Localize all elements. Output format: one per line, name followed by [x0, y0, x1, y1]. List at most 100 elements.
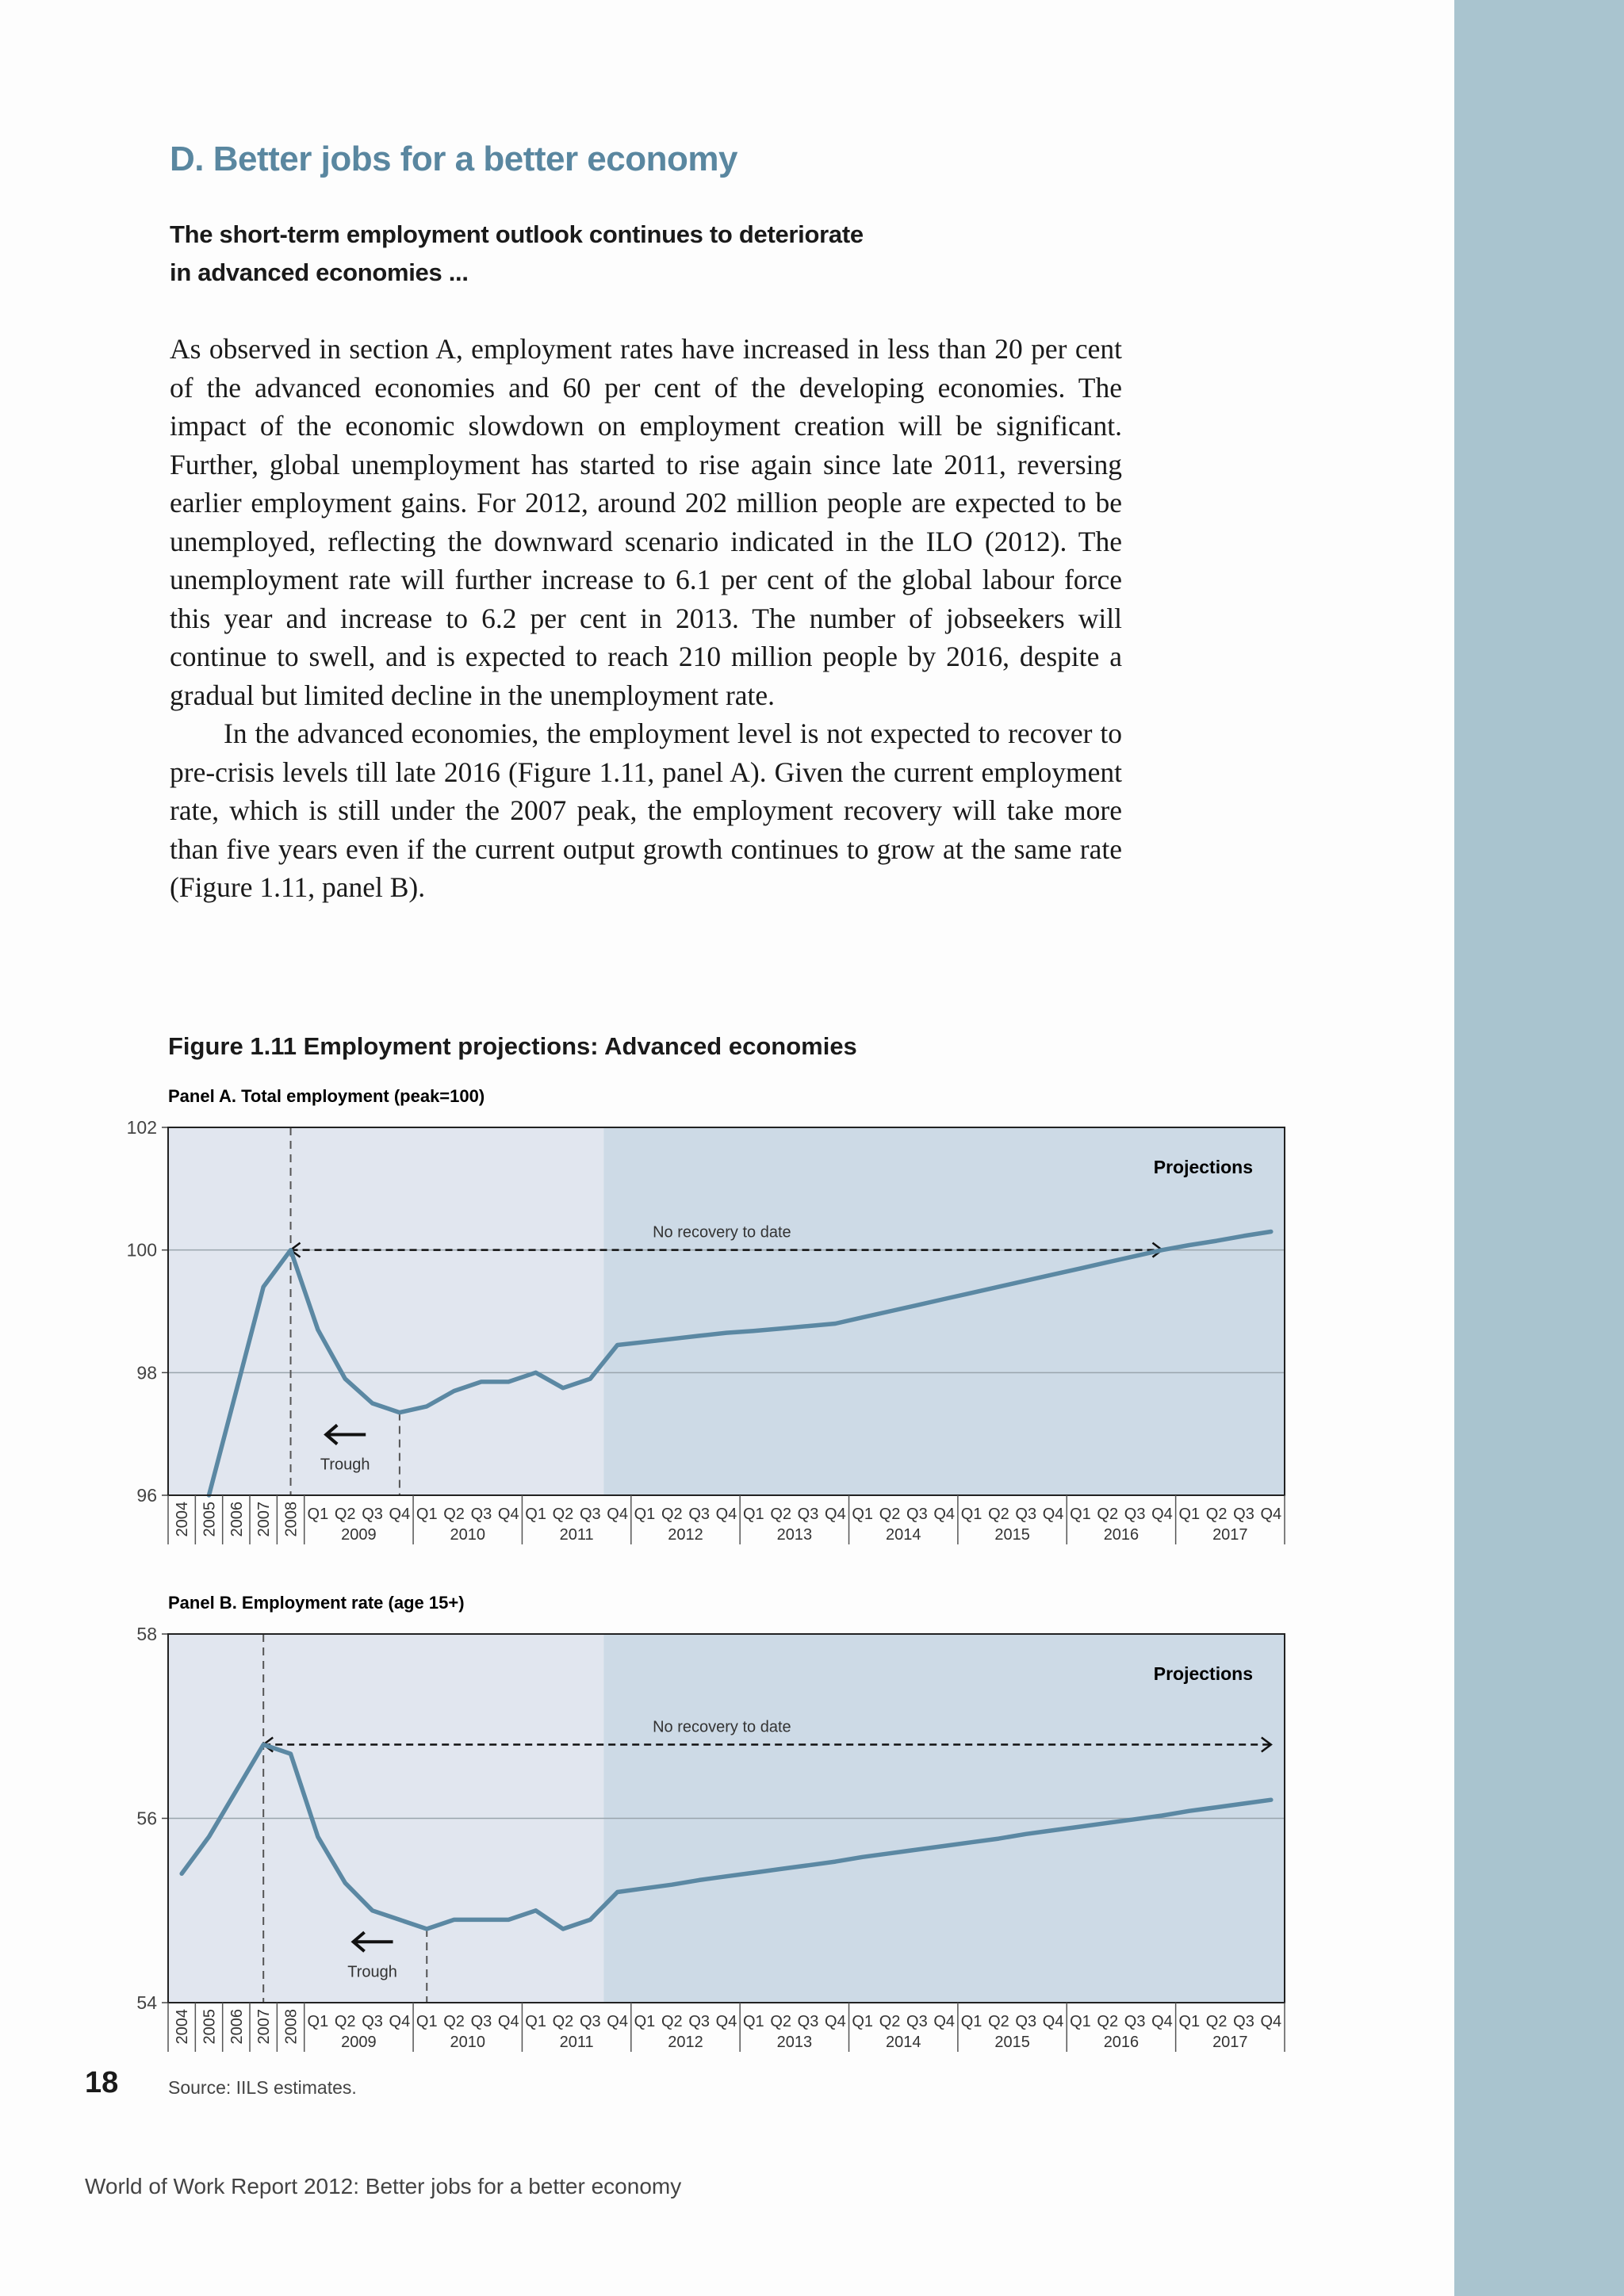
projection-label: Projections [1154, 1157, 1253, 1177]
x-year-label: 2007 [255, 2009, 273, 2045]
x-quarter-label: Q3 [580, 2013, 601, 2030]
x-year-label: 2005 [201, 2009, 219, 2045]
y-tick-label: 102 [127, 1117, 157, 1138]
plot-frame [167, 1633, 1285, 2003]
x-quarter-label: Q3 [1015, 2013, 1036, 2030]
x-quarter-label: Q4 [716, 1506, 737, 1523]
x-quarter-label: Q4 [1151, 1506, 1173, 1523]
x-group-label: 2015 [994, 1526, 1030, 1544]
x-quarter-label: Q3 [798, 1506, 819, 1523]
x-group-label: 2016 [1104, 1526, 1139, 1544]
data-line [206, 1229, 1274, 1498]
x-quarter-label: Q1 [961, 2013, 982, 2030]
x-quarter-label: Q4 [933, 1506, 955, 1523]
x-year-label: 2005 [201, 1502, 219, 1537]
x-quarter-label: Q1 [1070, 2013, 1091, 2030]
x-quarter-label: Q1 [634, 1506, 656, 1523]
x-quarter-label: Q4 [933, 2013, 955, 2030]
panel-title: Panel A. Total employment (peak=100) [168, 1086, 485, 1106]
x-quarter-label: Q2 [661, 1506, 683, 1523]
x-quarter-label: Q2 [443, 1506, 465, 1523]
x-quarter-label: Q2 [661, 2013, 683, 2030]
x-quarter-label: Q1 [416, 1506, 438, 1523]
x-quarter-label: Q2 [988, 1506, 1009, 1523]
x-group-label: 2017 [1212, 2034, 1248, 2051]
x-group-label: 2010 [450, 2034, 486, 2051]
x-quarter-label: Q2 [335, 2013, 356, 2030]
x-quarter-label: Q1 [634, 2013, 656, 2030]
x-quarter-label: Q3 [580, 1506, 601, 1523]
panel-title: Panel B. Employment rate (age 15+) [168, 1593, 465, 1613]
x-group-label: 2014 [886, 1526, 921, 1544]
footer: World of Work Report 2012: Better jobs f… [85, 2174, 682, 2198]
x-quarter-label: Q3 [1015, 1506, 1036, 1523]
subtitle-line: in advanced economies ... [170, 258, 469, 286]
trough-label: Trough [320, 1456, 370, 1474]
x-quarter-label: Q3 [906, 2013, 928, 2030]
x-quarter-label: Q4 [1260, 1506, 1281, 1523]
x-quarter-label: Q2 [553, 1506, 574, 1523]
x-quarter-label: Q4 [1151, 2013, 1173, 2030]
paragraph: As observed in section A, employment rat… [170, 333, 1122, 711]
x-group-label: 2012 [668, 2034, 703, 2051]
x-quarter-label: Q1 [1070, 1506, 1091, 1523]
x-group-label: 2015 [994, 2034, 1030, 2051]
trough-arrow [350, 1931, 393, 1953]
x-quarter-label: Q3 [1124, 2013, 1146, 2030]
x-quarter-label: Q1 [525, 1506, 546, 1523]
x-quarter-label: Q1 [416, 2013, 438, 2030]
x-quarter-label: Q4 [498, 2013, 519, 2030]
x-quarter-label: Q3 [798, 2013, 819, 2030]
x-group-label: 2009 [341, 2034, 377, 2051]
page-number: 18 [85, 2066, 119, 2099]
x-quarter-label: Q2 [1097, 2013, 1118, 2030]
x-quarter-label: Q1 [852, 1506, 873, 1523]
x-group-label: 2016 [1104, 2034, 1139, 2051]
x-group-label: 2011 [560, 2034, 594, 2051]
x-quarter-label: Q1 [308, 1506, 329, 1523]
x-quarter-label: Q4 [1260, 2013, 1281, 2030]
trough-arrow [324, 1423, 366, 1445]
x-group-label: 2017 [1212, 1526, 1248, 1544]
x-quarter-label: Q2 [879, 2013, 901, 2030]
x-quarter-label: Q4 [1043, 2013, 1064, 2030]
x-quarter-label: Q4 [389, 2013, 411, 2030]
x-quarter-label: Q2 [553, 2013, 574, 2030]
x-quarter-label: Q4 [607, 2013, 628, 2030]
x-quarter-label: Q2 [1206, 2013, 1228, 2030]
y-tick-label: 58 [136, 1624, 157, 1644]
x-quarter-label: Q4 [825, 2013, 846, 2030]
projection-label: Projections [1154, 1663, 1253, 1684]
projection-shade [603, 1127, 1285, 1495]
figure-title: Figure 1.11 Employment projections: Adva… [168, 1032, 857, 1060]
x-quarter-label: Q3 [471, 1506, 492, 1523]
sidebar [1454, 0, 1624, 2296]
x-group-label: 2010 [450, 1526, 486, 1544]
y-tick-label: 100 [127, 1240, 157, 1261]
x-year-label: 2006 [228, 2009, 246, 2045]
x-quarter-label: Q2 [1097, 1506, 1118, 1523]
x-quarter-label: Q3 [906, 1506, 928, 1523]
body-text: As observed in section A, employment rat… [170, 330, 1122, 907]
plot-frame [167, 1127, 1285, 1496]
x-quarter-label: Q4 [607, 1506, 628, 1523]
x-quarter-label: Q2 [879, 1506, 901, 1523]
x-quarter-label: Q3 [1124, 1506, 1146, 1523]
x-group-label: 2014 [886, 2034, 921, 2051]
subtitle-line: The short-term employment outlook contin… [170, 220, 864, 248]
x-group-label: 2013 [777, 2034, 813, 2051]
x-group-label: 2013 [777, 1526, 813, 1544]
data-line [179, 1742, 1274, 1931]
x-quarter-label: Q2 [443, 2013, 465, 2030]
x-quarter-label: Q1 [525, 2013, 546, 2030]
x-year-label: 2004 [174, 2009, 191, 2045]
section-title: D. Better jobs for a better economy [170, 140, 737, 178]
x-quarter-label: Q3 [471, 2013, 492, 2030]
x-group-label: 2009 [341, 1526, 377, 1544]
x-quarter-label: Q1 [743, 2013, 764, 2030]
x-year-label: 2007 [255, 1502, 273, 1537]
x-quarter-label: Q1 [852, 2013, 873, 2030]
source-note: Source: IILS estimates. [168, 2077, 357, 2098]
